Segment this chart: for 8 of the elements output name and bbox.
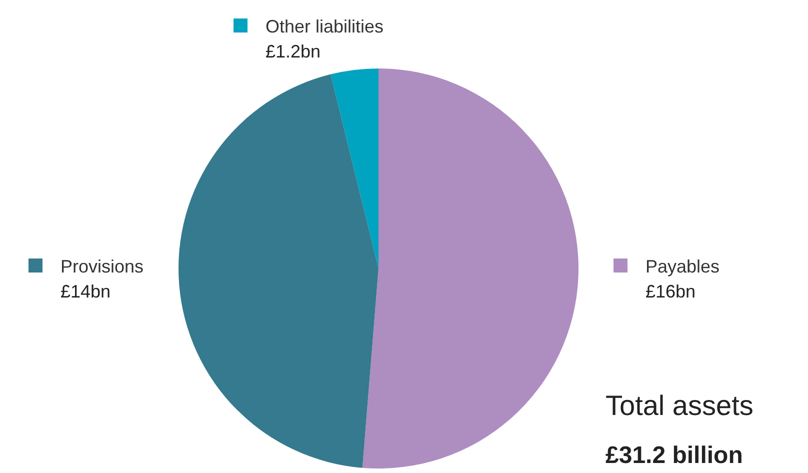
legend-label: Payables xyxy=(646,256,720,276)
data-label: £16bn xyxy=(646,282,696,302)
data-label: £1.2bn xyxy=(266,42,321,62)
text: £31.2 billion xyxy=(606,442,743,469)
data-label: £14bn xyxy=(60,282,111,302)
legend-label: Provisions xyxy=(60,256,144,276)
legend-label: Other liabilities xyxy=(266,16,384,36)
text: Total assets xyxy=(606,390,754,421)
